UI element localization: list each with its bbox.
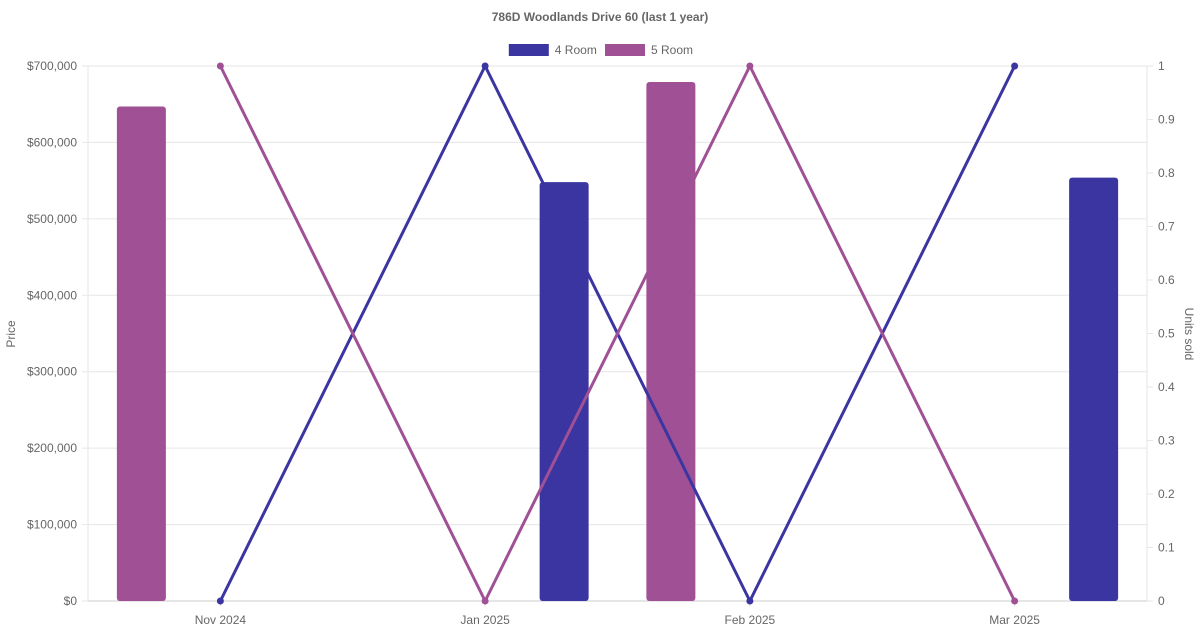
y2-tick-label: 0.1 (1158, 541, 1175, 555)
line-point[interactable] (216, 62, 224, 70)
line-point[interactable] (481, 62, 489, 70)
bar[interactable] (539, 182, 589, 601)
line-point[interactable] (216, 597, 224, 605)
y2-tick-label: 0.2 (1158, 487, 1175, 501)
y2-tick-label: 0.5 (1158, 327, 1175, 341)
y2-tick-label: 1 (1158, 59, 1165, 73)
y-axis-label-right: Units sold (1182, 308, 1196, 361)
line-point[interactable] (746, 62, 754, 70)
y2-tick-label: 0.7 (1158, 220, 1175, 234)
legend-label[interactable]: 5 Room (651, 43, 693, 57)
y2-tick-label: 0.6 (1158, 273, 1175, 287)
bar[interactable] (646, 82, 696, 602)
legend: 4 Room 5 Room (508, 43, 693, 57)
series-line (219, 64, 1016, 603)
bar[interactable] (1069, 177, 1119, 602)
x-tick-label: Feb 2025 (725, 613, 776, 627)
legend-swatch[interactable] (605, 44, 645, 56)
x-tick-label: Mar 2025 (989, 613, 1040, 627)
line-point[interactable] (746, 597, 754, 605)
y-tick-label: $300,000 (27, 365, 77, 379)
y2-tick-label: 0.4 (1158, 380, 1175, 394)
line-point[interactable] (481, 597, 489, 605)
bar[interactable] (116, 106, 166, 601)
y-tick-label: $100,000 (27, 518, 77, 532)
grid-lines (88, 65, 1147, 602)
y-axis-right: 0 0.1 0.2 0.3 0.4 0.5 0.6 0.7 0.8 0.9 1 (1146, 59, 1175, 608)
y2-tick-label: 0.9 (1158, 113, 1175, 127)
y-tick-label: $700,000 (27, 59, 77, 73)
x-axis: Nov 2024 Jan 2025 Feb 2025 Mar 2025 (195, 601, 1040, 627)
y-axis-left: $0 $100,000 $200,000 $300,000 $400,000 $500,0… (27, 59, 89, 608)
y-axis-label-left: Price (4, 320, 18, 348)
chart-title: 786D Woodlands Drive 60 (last 1 year) (492, 10, 709, 24)
y2-tick-label: 0 (1158, 594, 1165, 608)
line-point[interactable] (1011, 597, 1019, 605)
y-tick-label: $600,000 (27, 135, 77, 149)
legend-label[interactable]: 4 Room (555, 43, 597, 57)
y-tick-label: $200,000 (27, 441, 77, 455)
y-tick-label: $0 (64, 594, 78, 608)
y-tick-label: $400,000 (27, 288, 77, 302)
x-tick-label: Nov 2024 (195, 613, 247, 627)
y2-tick-label: 0.8 (1158, 166, 1175, 180)
y-tick-label: $500,000 (27, 212, 77, 226)
y2-tick-label: 0.3 (1158, 434, 1175, 448)
line-series (216, 62, 1019, 605)
x-tick-label: Jan 2025 (460, 613, 510, 627)
bar-series (116, 82, 1119, 602)
legend-swatch[interactable] (508, 44, 549, 56)
line-point[interactable] (1011, 62, 1019, 70)
